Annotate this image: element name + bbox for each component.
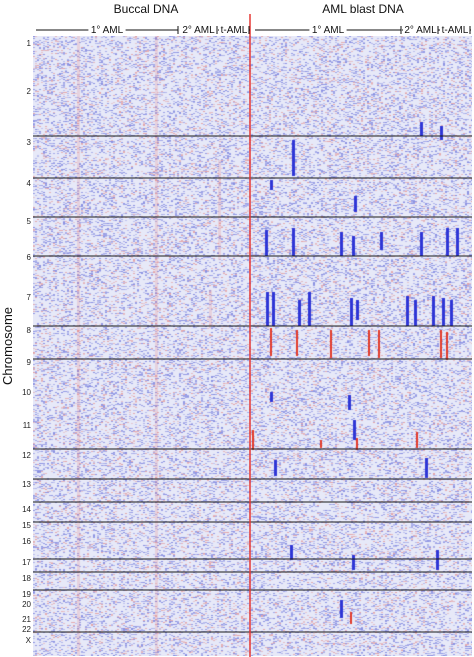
chromosome-tick-label: 2 (27, 87, 32, 96)
chromosome-tick-label: 22 (22, 625, 31, 634)
subgroup-label: 1° AML (312, 25, 345, 36)
y-axis-label: Chromosome (0, 307, 15, 385)
subgroup-label: 2° AML (182, 25, 215, 36)
chromosome-tick-label: 17 (22, 558, 31, 567)
group-title: Buccal DNA (114, 2, 179, 16)
chromosome-tick-label: 11 (23, 421, 32, 430)
chromosome-tick-label: 14 (22, 505, 31, 514)
chromosome-tick-label: 18 (22, 574, 31, 583)
chromosome-tick-label: 5 (27, 217, 32, 226)
chromosome-tick-label: 8 (27, 326, 32, 335)
chromosome-tick-label: 19 (22, 590, 31, 599)
chromosome-tick-label: 13 (22, 480, 31, 489)
chromosome-tick-label: 4 (27, 179, 32, 188)
subgroup-label: t-AML (221, 25, 248, 36)
chromosome-tick-label: 1 (27, 39, 32, 48)
chromosome-tick-label: 21 (22, 615, 31, 624)
chromosome-tick-label: 16 (22, 537, 31, 546)
chromosome-tick-label: 7 (27, 293, 32, 302)
chromosome-tick-label: 10 (22, 388, 31, 397)
subgroup-label: 2° AML (404, 25, 437, 36)
chromosome-tick-label: 12 (22, 451, 31, 460)
subgroup-label: 1° AML (91, 25, 124, 36)
chromosome-tick-label: X (26, 636, 32, 645)
chromosome-tick-label: 3 (27, 138, 32, 147)
subgroup-label: t-AML (442, 25, 469, 36)
group-title: AML blast DNA (322, 2, 404, 16)
chromosome-tick-label: 20 (22, 600, 31, 609)
chromosome-tick-label: 15 (22, 521, 31, 530)
chromosome-tick-label: 9 (27, 358, 32, 367)
chromosome-tick-label: 6 (27, 253, 32, 262)
copy-number-heatmap (33, 36, 472, 656)
